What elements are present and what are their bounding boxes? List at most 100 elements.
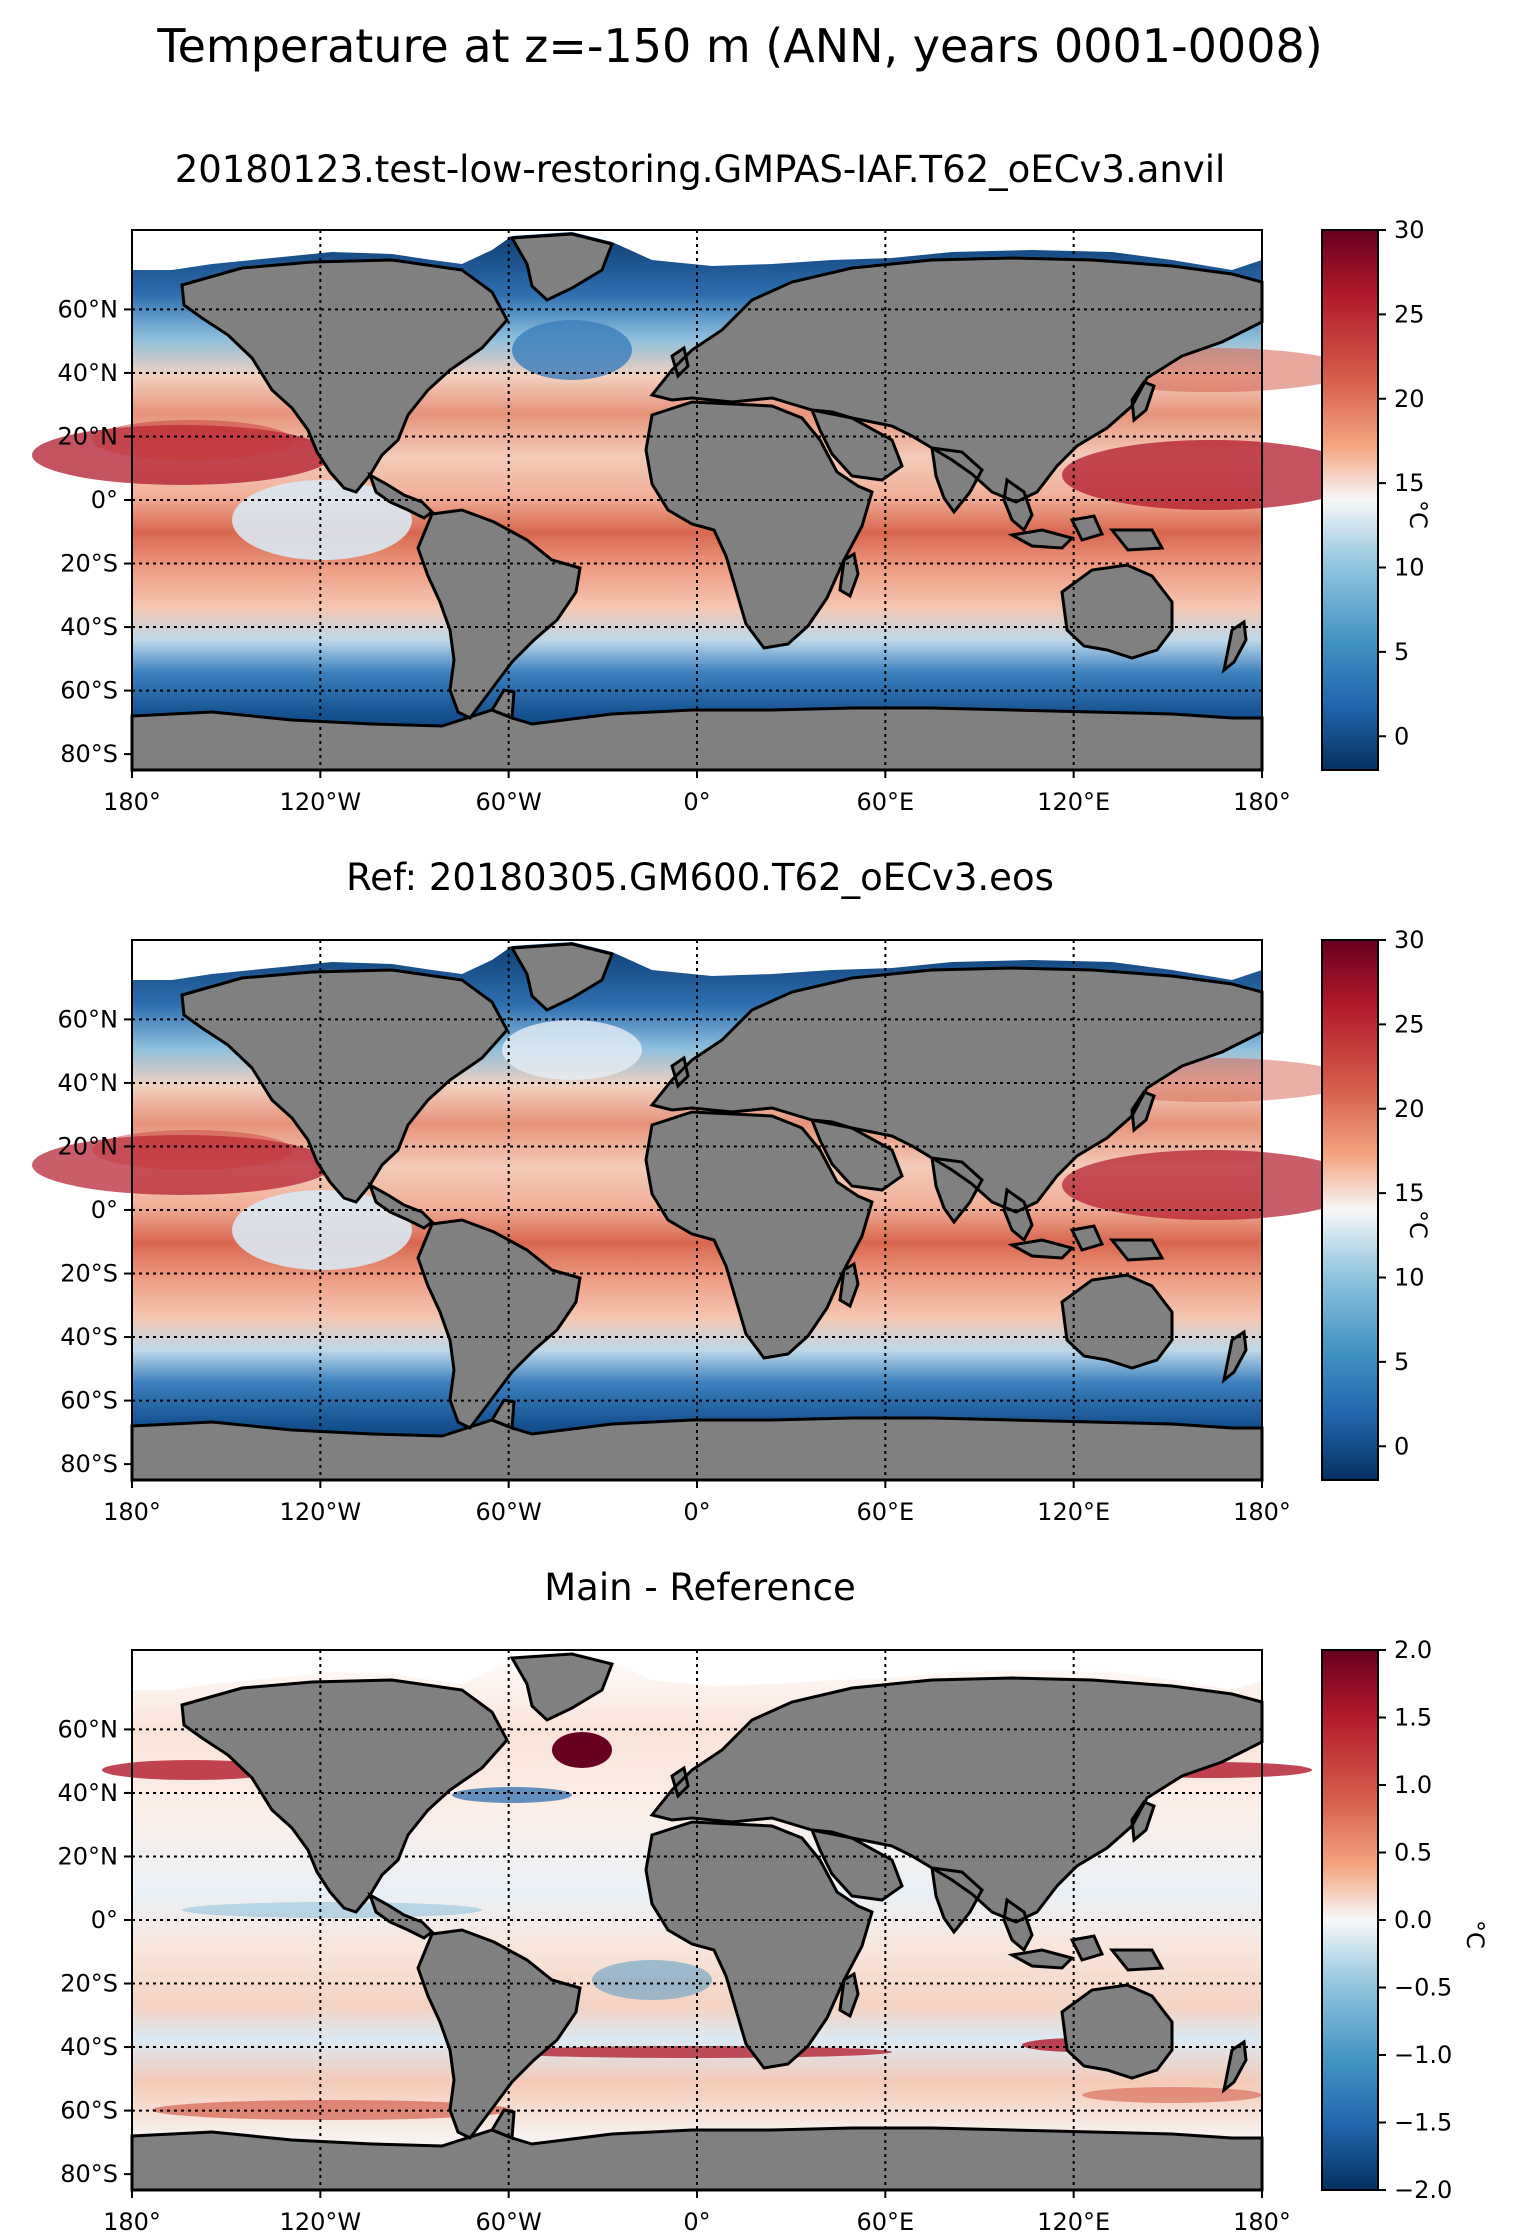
panel-1-north-pacific-warm <box>92 420 292 460</box>
panel-1-y-tick-label: 60°S <box>60 677 118 705</box>
panel-3-y-tick-label: 80°S <box>60 2160 118 2188</box>
panel-2-y-tick-label: 20°N <box>58 1132 119 1160</box>
panel-1-x-ticks: 180° 120°W 60°W 0° 60°E 120°E 180° <box>103 770 1291 816</box>
panel-3-colorbar-tick-label: 0.0 <box>1394 1906 1432 1934</box>
panel-3-anomaly-southern-3 <box>152 2100 512 2120</box>
panel-2-x-tick-label: 180° <box>1233 1498 1291 1526</box>
panel-3-colorbar-tick-label: −2.0 <box>1394 2176 1452 2204</box>
panel-2-x-tick-label: 60°W <box>476 1498 542 1526</box>
panel-2-colorbar-tick-label: 20 <box>1394 1095 1425 1123</box>
panel-3-y-tick-label: 20°S <box>60 1970 118 1998</box>
panel-1-y-tick-label: 40°N <box>58 359 119 387</box>
panel-2-y-tick-label: 40°N <box>58 1069 119 1097</box>
panel-1-colorbar-tick-label: 0 <box>1394 722 1409 750</box>
panel-1-x-tick-label: 0° <box>683 788 710 816</box>
panel-1-y-tick-label: 0° <box>91 486 118 514</box>
panel-1: 20180123.test-low-restoring.GMPAS-IAF.T6… <box>32 148 1432 816</box>
panel-3-colorbar-tick-label: −1.5 <box>1394 2109 1452 2137</box>
panel-2-x-tick-label: 120°W <box>280 1498 362 1526</box>
panel-1-warm-pool-east <box>1062 440 1362 510</box>
panel-2-title: Ref: 20180305.GM600.T62_oECv3.eos <box>346 856 1054 899</box>
panel-3-colorbar-tick-label: −0.5 <box>1394 1974 1452 2002</box>
panel-3-x-tick-label: 120°E <box>1037 2208 1110 2235</box>
panel-1-y-tick-label: 80°S <box>60 740 118 768</box>
panel-3-colorbar-tick-label: 0.5 <box>1394 1839 1432 1867</box>
panel-3-x-tick-label: 0° <box>683 2208 710 2235</box>
panel-2-map: 180° 120°W 60°W 0° 60°E 120°E 180° 60°N 40°N 20°… <box>32 939 1362 1526</box>
panel-3-map: 180° 120°W 60°W 0° 60°E 120°E 180° 60°N 40°N 20°… <box>58 1649 1312 2235</box>
panel-2: Ref: 20180305.GM600.T62_oECv3.eos 180° 12… <box>32 856 1432 1526</box>
panel-3: Main - Reference 180° 120°W 60°W 0° 60°E 120°… <box>58 1566 1490 2235</box>
panel-3-colorbar-tick-label: −1.0 <box>1394 2041 1452 2069</box>
panel-3-colorbar-label: °C <box>1461 1920 1489 1949</box>
panel-3-y-tick-label: 60°N <box>58 1715 119 1743</box>
panel-2-north-pacific-warm <box>92 1130 292 1170</box>
panel-1-cold-upwelling <box>232 480 412 560</box>
panel-1-colorbar-tick-label: 5 <box>1394 638 1409 666</box>
panel-1-colorbar-bar <box>1321 229 1379 771</box>
panel-2-gridlines <box>132 940 1262 1480</box>
panel-3-colorbar-tick-label: 2.0 <box>1394 1636 1432 1664</box>
panel-1-colorbar-tick-label: 15 <box>1394 469 1425 497</box>
panel-1-colorbar-tick-label: 25 <box>1394 300 1425 328</box>
panel-1-y-tick-label: 20°N <box>58 422 119 450</box>
panel-2-warm-pool-east <box>1062 1150 1362 1220</box>
panel-2-colorbar-ticks: 30 25 20 15 10 5 0 <box>1378 926 1425 1460</box>
panel-1-y-tick-label: 20°S <box>60 550 118 578</box>
panel-1-x-tick-label: 120°E <box>1037 788 1110 816</box>
panel-3-title: Main - Reference <box>544 1566 856 1609</box>
panel-3-x-tick-label: 60°E <box>856 2208 914 2235</box>
panel-1-colorbar: 30 25 20 15 10 5 0 °C <box>1321 216 1432 771</box>
panel-2-colorbar-tick-label: 25 <box>1394 1010 1425 1038</box>
panel-2-colorbar: 30 25 20 15 10 5 0 °C <box>1321 926 1432 1481</box>
panel-3-colorbar-tick-label: 1.5 <box>1394 1704 1432 1732</box>
panel-2-y-tick-label: 80°S <box>60 1450 118 1478</box>
panel-1-map: 180° 120°W 60°W 0° 60°E 120°E 180° 60°N 40°N 20°… <box>32 229 1362 816</box>
panel-3-x-tick-label: 180° <box>1233 2208 1291 2235</box>
panel-2-colorbar-tick-label: 0 <box>1394 1432 1409 1460</box>
panel-1-x-tick-label: 180° <box>103 788 161 816</box>
panel-3-anomaly-equatorial <box>182 1902 482 1918</box>
panel-3-y-ticks: 60°N 40°N 20°N 0° 20°S 40°S 60°S 80°S <box>58 1715 132 2188</box>
panel-2-x-tick-label: 60°E <box>856 1498 914 1526</box>
panel-3-y-tick-label: 40°N <box>58 1779 119 1807</box>
panel-2-colorbar-tick-label: 10 <box>1394 1264 1425 1292</box>
panel-3-gridlines <box>132 1650 1262 2190</box>
panel-1-y-tick-label: 60°N <box>58 295 119 323</box>
panel-3-x-tick-label: 180° <box>103 2208 161 2235</box>
panel-2-colorbar-tick-label: 30 <box>1394 926 1425 954</box>
panel-3-anomaly-south-atlantic <box>592 1960 712 2000</box>
panel-3-colorbar: 2.0 1.5 1.0 0.5 0.0 −0.5 −1.0 −1.5 −2.0 °C <box>1321 1636 1489 2204</box>
panel-1-colorbar-tick-label: 10 <box>1394 554 1425 582</box>
panel-3-anomaly-north-atlantic <box>552 1732 612 1768</box>
panel-2-x-tick-label: 0° <box>683 1498 710 1526</box>
panel-1-gridlines <box>132 230 1262 770</box>
panel-2-x-ticks: 180° 120°W 60°W 0° 60°E 120°E 180° <box>103 1480 1291 1526</box>
panel-2-colorbar-label: °C <box>1404 1210 1432 1239</box>
panel-1-x-tick-label: 60°E <box>856 788 914 816</box>
panel-3-anomaly-southern-4 <box>1082 2087 1262 2103</box>
panel-2-y-tick-label: 20°S <box>60 1260 118 1288</box>
panel-1-colorbar-tick-label: 30 <box>1394 216 1425 244</box>
panel-2-subpolar-atlantic <box>502 1020 642 1080</box>
panel-2-y-tick-label: 0° <box>91 1196 118 1224</box>
panel-3-y-tick-label: 0° <box>91 1906 118 1934</box>
panel-2-x-tick-label: 120°E <box>1037 1498 1110 1526</box>
panel-3-colorbar-ticks: 2.0 1.5 1.0 0.5 0.0 −0.5 −1.0 −1.5 −2.0 <box>1378 1636 1452 2204</box>
panel-1-title: 20180123.test-low-restoring.GMPAS-IAF.T6… <box>175 148 1226 191</box>
panel-2-y-tick-label: 60°S <box>60 1387 118 1415</box>
panel-1-x-tick-label: 120°W <box>280 788 362 816</box>
panel-2-y-ticks: 60°N 40°N 20°N 0° 20°S 40°S 60°S 80°S <box>58 1005 132 1478</box>
panel-3-colorbar-tick-label: 1.0 <box>1394 1771 1432 1799</box>
panel-3-x-tick-label: 60°W <box>476 2208 542 2235</box>
panel-2-colorbar-tick-label: 5 <box>1394 1348 1409 1376</box>
panel-1-x-tick-label: 60°W <box>476 788 542 816</box>
panel-3-x-tick-label: 120°W <box>280 2208 362 2235</box>
panel-1-colorbar-label: °C <box>1404 500 1432 529</box>
figure-title: Temperature at z=-150 m (ANN, years 0001… <box>156 19 1322 73</box>
panel-2-cold-upwelling <box>232 1190 412 1270</box>
panel-2-colorbar-tick-label: 15 <box>1394 1179 1425 1207</box>
panel-2-y-tick-label: 40°S <box>60 1323 118 1351</box>
panel-3-x-ticks: 180° 120°W 60°W 0° 60°E 120°E 180° <box>103 2190 1291 2235</box>
